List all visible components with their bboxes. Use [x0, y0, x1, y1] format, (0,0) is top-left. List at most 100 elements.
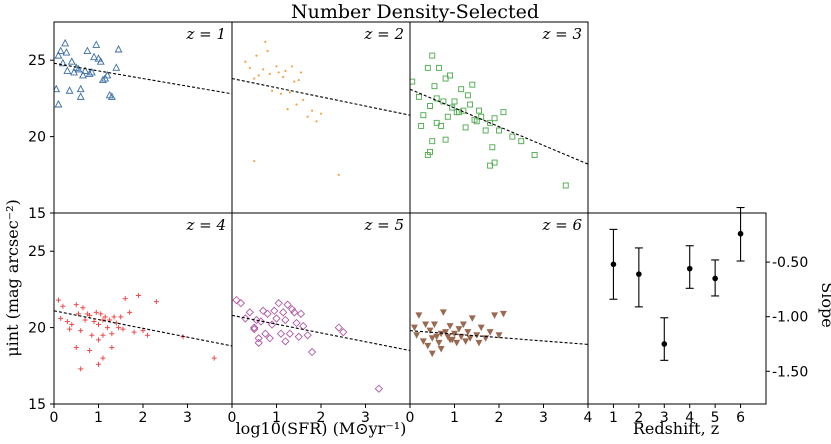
x-axis-label-left: log10(SFR) (M⊙yr⁻¹) [236, 419, 407, 438]
data-point [284, 69, 287, 72]
data-point [294, 332, 303, 341]
data-point [67, 57, 76, 65]
data-point [116, 325, 122, 331]
data-point [254, 338, 263, 348]
data-point [636, 271, 642, 277]
data-point [297, 78, 300, 82]
data-point [259, 306, 268, 315]
panel-frame [53, 212, 233, 405]
data-point [447, 72, 453, 79]
panel-label: z = 2 [363, 25, 404, 43]
data-point [140, 328, 146, 334]
data-point [495, 332, 503, 339]
data-point [311, 109, 314, 112]
x-tick-label: 4 [584, 410, 593, 426]
fit-line [54, 62, 232, 95]
data-point [232, 295, 241, 305]
data-point [290, 65, 294, 68]
data-point [491, 312, 499, 319]
data-point [76, 92, 85, 100]
data-point [428, 335, 436, 342]
x-tick-label: 3 [660, 410, 669, 426]
data-point [420, 112, 427, 119]
data-point [136, 293, 142, 299]
data-point [245, 308, 254, 317]
scatter-panel: z = 6 0 1 2 3 4 [406, 212, 593, 426]
plot-area [54, 38, 232, 108]
panel-frame [231, 21, 411, 214]
data-point [54, 51, 63, 59]
data-point [500, 109, 507, 116]
data-point [287, 305, 297, 314]
data-point [92, 40, 101, 48]
data-point [489, 144, 496, 151]
panel-frame [409, 21, 589, 214]
data-point [96, 322, 101, 328]
data-point [250, 324, 259, 334]
data-point [76, 84, 85, 93]
data-point [442, 329, 450, 336]
data-point [73, 302, 79, 308]
data-point [58, 315, 64, 321]
data-point [433, 333, 441, 341]
x-tick-label: 1 [450, 410, 459, 426]
data-point [114, 45, 123, 53]
panel-label: z = 5 [363, 216, 404, 234]
data-point [418, 122, 425, 129]
x-tick-label: 3 [361, 410, 370, 426]
data-point [433, 95, 440, 102]
data-point [144, 332, 150, 338]
data-point [496, 127, 502, 134]
panel-frame [587, 212, 767, 405]
data-point [64, 318, 70, 324]
x-tick-label: 1 [272, 410, 281, 426]
data-point [467, 101, 474, 108]
panel-label: z = 6 [541, 216, 582, 234]
data-point [442, 136, 449, 143]
data-point [295, 103, 298, 106]
data-point [102, 314, 108, 320]
data-point [455, 326, 463, 333]
y-tick-label: 25 [28, 244, 46, 260]
data-point [81, 66, 90, 74]
data-point [99, 75, 107, 84]
data-point [296, 309, 306, 318]
data-point [263, 309, 272, 318]
data-point [255, 54, 258, 57]
data-point [477, 324, 485, 332]
data-point [268, 72, 271, 76]
data-point [422, 321, 430, 329]
x-tick-label: 3 [539, 410, 548, 426]
data-point [69, 322, 75, 328]
figure-title: Number Density-Selected [291, 1, 539, 23]
data-point [518, 138, 525, 145]
data-point [286, 107, 289, 111]
data-point [252, 315, 261, 325]
data-point [274, 299, 283, 308]
data-point [109, 344, 115, 350]
y-tick-label: 20 [28, 321, 46, 337]
data-point [415, 93, 422, 100]
data-point [487, 162, 494, 169]
data-point [85, 69, 94, 77]
data-point [315, 120, 318, 123]
data-point [469, 81, 476, 88]
data-point [91, 318, 97, 324]
panel-frame [409, 212, 589, 405]
data-point [424, 342, 432, 350]
data-point [277, 71, 280, 74]
data-point [457, 333, 465, 341]
data-point [62, 48, 71, 56]
data-point [272, 314, 281, 323]
data-point [82, 317, 88, 323]
data-point [456, 109, 462, 116]
x-tick-label: 2 [139, 410, 148, 426]
data-point [451, 98, 458, 105]
y-tick-label: -1.00 [772, 310, 808, 326]
data-point [264, 40, 267, 43]
data-point [285, 329, 294, 338]
data-point [442, 75, 449, 82]
data-point [428, 350, 436, 358]
